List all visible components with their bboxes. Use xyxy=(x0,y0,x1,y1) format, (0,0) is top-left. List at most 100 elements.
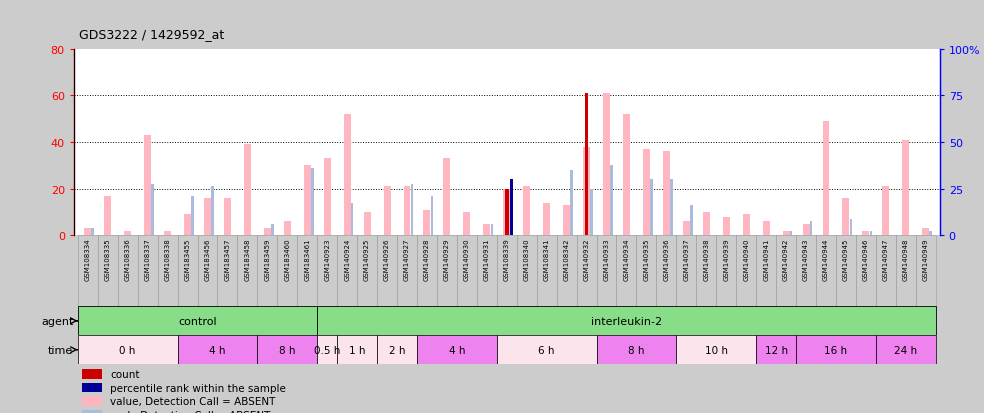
Text: GSM108336: GSM108336 xyxy=(125,238,131,280)
Text: percentile rank within the sample: percentile rank within the sample xyxy=(110,383,286,393)
Bar xyxy=(756,335,796,364)
Text: 8 h: 8 h xyxy=(628,345,645,355)
Bar xyxy=(796,335,876,364)
Text: GSM140938: GSM140938 xyxy=(704,238,709,280)
Bar xyxy=(490,224,493,236)
Bar xyxy=(477,236,497,306)
Bar xyxy=(97,236,118,306)
Bar xyxy=(317,236,338,306)
Bar xyxy=(138,236,157,306)
Text: GSM140946: GSM140946 xyxy=(863,238,869,280)
Bar xyxy=(743,215,750,236)
Bar xyxy=(922,229,929,236)
Text: GSM108337: GSM108337 xyxy=(145,238,151,280)
Bar xyxy=(656,236,676,306)
Bar xyxy=(144,135,152,236)
Bar xyxy=(650,180,652,236)
Text: GSM140947: GSM140947 xyxy=(883,238,889,280)
Bar xyxy=(697,236,716,306)
Bar xyxy=(790,231,792,236)
Text: time: time xyxy=(48,345,74,355)
Bar xyxy=(277,236,297,306)
Bar xyxy=(610,166,613,236)
Text: 4 h: 4 h xyxy=(449,345,465,355)
Text: 16 h: 16 h xyxy=(825,345,847,355)
Bar xyxy=(417,236,437,306)
Bar xyxy=(862,231,870,236)
Bar xyxy=(782,231,789,236)
Bar xyxy=(304,166,311,236)
Bar xyxy=(191,196,194,236)
Text: GSM108338: GSM108338 xyxy=(164,238,170,280)
Bar xyxy=(258,236,277,306)
Bar xyxy=(736,236,756,306)
Bar xyxy=(670,180,673,236)
Bar xyxy=(849,219,852,236)
Text: GSM108335: GSM108335 xyxy=(104,238,111,280)
Text: agent: agent xyxy=(41,316,74,326)
Bar xyxy=(224,199,231,236)
Bar xyxy=(198,236,217,306)
Bar xyxy=(511,180,513,236)
Bar xyxy=(676,236,697,306)
Text: GSM140944: GSM140944 xyxy=(823,238,829,280)
Bar xyxy=(164,231,171,236)
Text: GSM140928: GSM140928 xyxy=(424,238,430,280)
Bar xyxy=(690,205,693,236)
Bar xyxy=(810,222,813,236)
Bar xyxy=(883,187,890,236)
Bar xyxy=(78,236,97,306)
Bar xyxy=(264,229,271,236)
Bar xyxy=(423,210,430,236)
Text: 10 h: 10 h xyxy=(705,345,728,355)
Text: GSM140935: GSM140935 xyxy=(644,238,649,280)
Bar xyxy=(577,236,596,306)
Bar xyxy=(916,236,936,306)
Bar xyxy=(543,203,550,236)
Bar xyxy=(324,159,331,236)
Bar xyxy=(357,236,377,306)
Bar xyxy=(776,236,796,306)
Bar xyxy=(563,205,570,236)
Text: count: count xyxy=(110,369,140,379)
Text: 0.5 h: 0.5 h xyxy=(314,345,340,355)
Bar xyxy=(343,115,350,236)
Text: GSM140925: GSM140925 xyxy=(364,238,370,280)
Bar xyxy=(590,189,593,236)
Bar xyxy=(643,150,649,236)
Bar xyxy=(212,187,214,236)
Bar xyxy=(796,236,816,306)
Bar xyxy=(716,236,736,306)
Bar xyxy=(104,196,111,236)
Text: GSM140948: GSM140948 xyxy=(902,238,909,280)
Text: 4 h: 4 h xyxy=(210,345,225,355)
Bar xyxy=(836,236,856,306)
Text: 12 h: 12 h xyxy=(765,345,787,355)
Text: 6 h: 6 h xyxy=(538,345,555,355)
Bar xyxy=(517,236,536,306)
Bar xyxy=(497,236,517,306)
Bar xyxy=(816,236,836,306)
Bar xyxy=(505,189,509,236)
Text: GSM183458: GSM183458 xyxy=(244,238,250,280)
Bar xyxy=(78,306,317,335)
Bar xyxy=(157,236,177,306)
Bar xyxy=(617,236,637,306)
Bar xyxy=(384,187,391,236)
Text: GSM140931: GSM140931 xyxy=(484,238,490,280)
Text: GSM140940: GSM140940 xyxy=(743,238,749,280)
Bar xyxy=(842,199,849,236)
Bar xyxy=(317,335,338,364)
Bar xyxy=(118,236,138,306)
Bar xyxy=(676,335,756,364)
Text: GSM140934: GSM140934 xyxy=(624,238,630,280)
Bar xyxy=(351,203,353,236)
Bar xyxy=(237,236,258,306)
Bar xyxy=(895,236,916,306)
Text: GSM140941: GSM140941 xyxy=(764,238,769,280)
Bar xyxy=(283,222,291,236)
Bar xyxy=(584,147,590,236)
Text: GSM140924: GSM140924 xyxy=(344,238,350,280)
Bar xyxy=(876,236,895,306)
Bar xyxy=(803,224,810,236)
